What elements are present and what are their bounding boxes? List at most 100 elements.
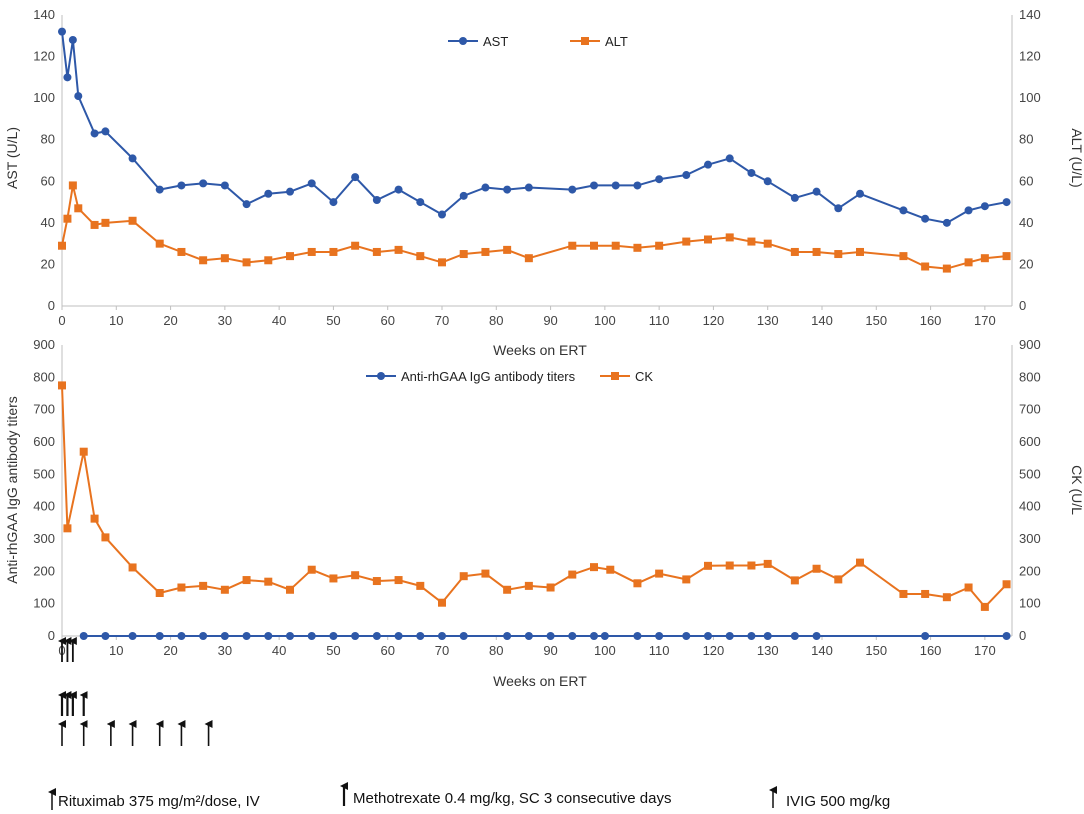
data-point-alt xyxy=(286,252,294,261)
data-point-titers xyxy=(220,632,229,640)
series-line-ast xyxy=(61,31,1007,224)
x-tick-label: 160 xyxy=(920,643,942,658)
data-point-titers xyxy=(921,632,930,640)
data-point-ast xyxy=(964,206,973,215)
data-point-ast xyxy=(655,175,664,184)
data-point-ck xyxy=(546,583,555,592)
data-point-alt xyxy=(704,235,712,244)
data-point-ck xyxy=(942,593,951,602)
data-point-ck xyxy=(438,598,446,607)
data-point-alt xyxy=(856,247,864,256)
data-point-ast xyxy=(921,214,930,223)
y-tick-label-right: 500 xyxy=(1019,466,1041,481)
data-point-ck xyxy=(899,589,908,598)
data-point-ast xyxy=(307,179,316,188)
data-point-ck xyxy=(606,565,615,574)
data-point-ast xyxy=(264,189,273,198)
x-tick-label: 140 xyxy=(811,643,833,658)
data-point-alt xyxy=(682,237,691,246)
treatment-arrows xyxy=(58,637,213,746)
data-point-ast xyxy=(177,181,186,190)
data-point-titers xyxy=(503,632,512,640)
data-point-ck xyxy=(790,576,799,585)
data-point-alt xyxy=(834,250,843,259)
data-point-titers xyxy=(524,632,533,640)
x-tick-label: 30 xyxy=(218,643,232,658)
data-point-ast xyxy=(220,181,229,190)
data-point-ast xyxy=(372,195,381,204)
data-point-titers xyxy=(790,632,799,640)
data-point-alt xyxy=(58,241,66,250)
data-point-titers xyxy=(747,632,756,640)
y-tick-label-right: 140 xyxy=(1019,7,1041,22)
y-tick-label-left: 400 xyxy=(33,499,55,514)
data-point-ast xyxy=(438,210,446,219)
data-point-alt xyxy=(459,250,468,259)
data-point-alt xyxy=(725,233,734,242)
y-tick-label-right: 60 xyxy=(1019,173,1033,188)
data-point-alt xyxy=(372,247,381,256)
data-point-titers xyxy=(812,632,821,640)
x-tick-label: 120 xyxy=(703,643,725,658)
series-line-ck xyxy=(61,385,1008,608)
data-point-alt xyxy=(921,262,930,271)
data-point-ast xyxy=(812,187,821,196)
ast-axis-ticks: 0 20 40 60 80 100 120 140 xyxy=(33,7,55,313)
data-point-titers xyxy=(590,632,598,640)
data-point-alt xyxy=(74,204,83,213)
data-point-alt xyxy=(481,247,490,256)
data-point-alt xyxy=(899,252,908,261)
data-point-alt xyxy=(264,256,273,265)
data-point-alt xyxy=(964,258,973,267)
data-point-ast xyxy=(101,127,110,136)
data-point-alt xyxy=(155,239,164,248)
data-point-alt xyxy=(763,239,772,248)
x-tick-label: 150 xyxy=(865,643,887,658)
data-point-ast xyxy=(155,185,164,194)
data-point-ck xyxy=(747,561,756,570)
data-point-ast xyxy=(568,185,577,194)
data-point-alt xyxy=(63,214,72,223)
data-point-titers xyxy=(1002,632,1011,640)
data-point-alt xyxy=(329,247,338,256)
data-point-ck xyxy=(763,559,772,568)
data-point-titers xyxy=(682,632,691,640)
y-tick-label-right: 120 xyxy=(1019,49,1041,64)
data-point-ast xyxy=(790,193,799,202)
data-point-ck xyxy=(155,588,164,597)
y-tick-label-left: 100 xyxy=(33,596,55,611)
data-point-ast xyxy=(682,171,691,180)
data-point-ast xyxy=(704,160,712,169)
data-point-ck xyxy=(79,447,88,456)
y-tick-label-right: 40 xyxy=(1019,215,1033,230)
liver-enzymes-x-ticks: 0 10 20 30 40 50 60 70 80 90 100 110 120 130 140 150 160… xyxy=(58,306,996,328)
data-point-ast xyxy=(459,191,468,200)
y-tick-label-left: 40 xyxy=(41,215,55,230)
y-tick-label-left: 800 xyxy=(33,369,55,384)
y-tick-label-left: 60 xyxy=(41,173,55,188)
data-point-ast xyxy=(503,185,512,194)
data-point-titers xyxy=(459,632,468,640)
data-point-ast xyxy=(834,204,843,213)
data-point-ast xyxy=(351,173,360,182)
data-point-ast xyxy=(329,198,338,207)
data-point-alt xyxy=(980,254,989,263)
data-point-titers xyxy=(177,632,186,640)
data-point-ck xyxy=(242,576,251,585)
data-point-alt xyxy=(438,258,446,267)
data-point-ck xyxy=(633,579,642,588)
data-point-ck xyxy=(568,570,577,579)
y-tick-label-left: 120 xyxy=(33,49,55,64)
titers-ck-series xyxy=(58,381,1011,640)
data-point-titers xyxy=(155,632,164,640)
y-tick-label-right: 80 xyxy=(1019,132,1033,147)
data-point-ast xyxy=(68,35,77,44)
data-point-ck xyxy=(459,572,468,581)
data-point-ast xyxy=(481,183,490,192)
liver-enzymes-x-axis-label: Weeks on ERT xyxy=(493,342,587,358)
x-tick-label: 110 xyxy=(649,643,670,658)
data-point-alt xyxy=(177,247,186,256)
legend-ck-marker xyxy=(611,372,619,380)
x-tick-label: 120 xyxy=(703,313,725,328)
